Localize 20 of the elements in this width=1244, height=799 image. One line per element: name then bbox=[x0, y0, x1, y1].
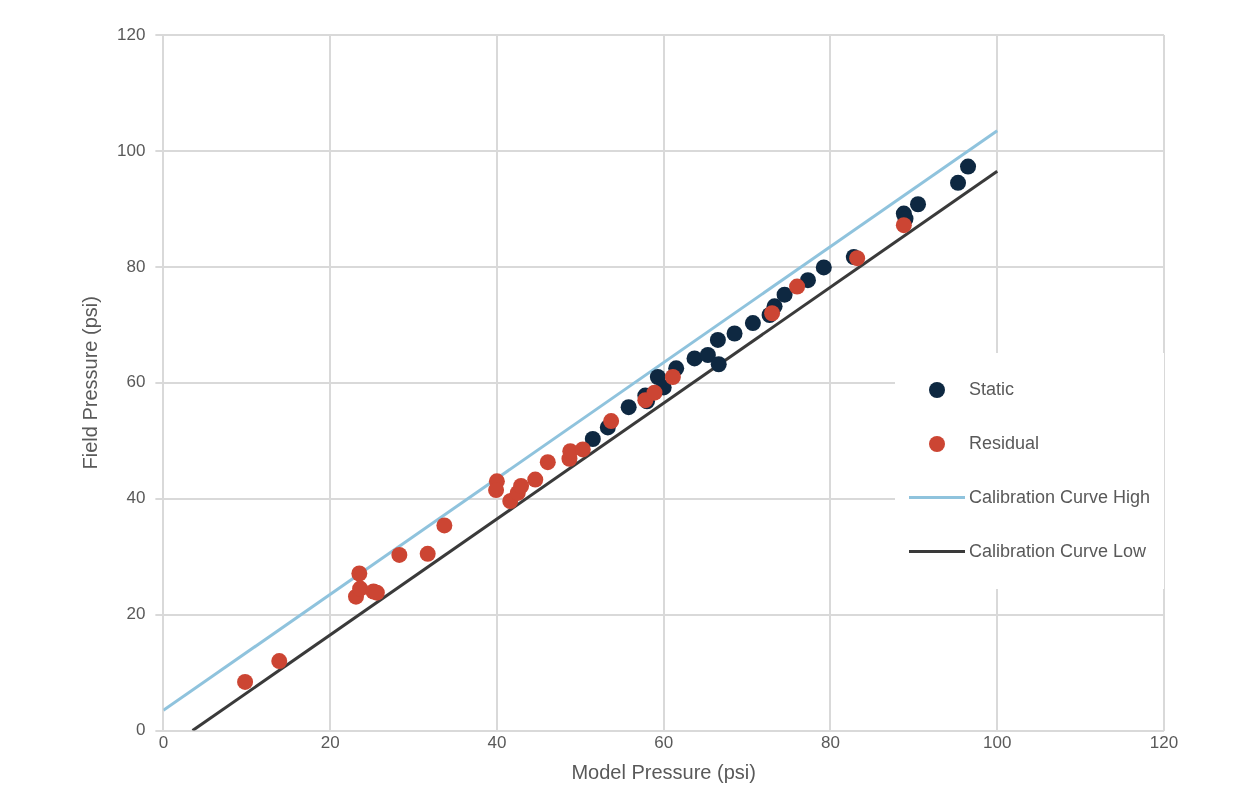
y-tick-label: 0 bbox=[135, 720, 146, 740]
x-tick-label: 120 bbox=[1149, 733, 1179, 753]
y-axis-title: Field Pressure (psi) bbox=[78, 296, 101, 470]
legend-label: Calibration Curve High bbox=[968, 487, 1150, 509]
x-tick-label: 0 bbox=[158, 733, 169, 753]
y-tick-label: 40 bbox=[126, 488, 146, 508]
y-tick-label: 80 bbox=[126, 256, 146, 276]
x-tick-label: 20 bbox=[320, 733, 340, 753]
x-axis-title: Model Pressure (psi) bbox=[571, 760, 756, 783]
x-tick-label: 40 bbox=[487, 733, 507, 753]
y-tick-label: 100 bbox=[116, 140, 146, 160]
y-tick-label: 20 bbox=[126, 604, 146, 624]
x-tick-label: 60 bbox=[654, 733, 674, 753]
x-tick-label: 80 bbox=[820, 733, 840, 753]
y-tick-label: 60 bbox=[126, 372, 146, 392]
legend-label: Calibration Curve Low bbox=[968, 541, 1146, 563]
legend-label: Static bbox=[968, 379, 1014, 401]
x-tick-label: 100 bbox=[983, 733, 1012, 753]
legend-label: Residual bbox=[968, 433, 1039, 455]
y-tick-label: 120 bbox=[116, 24, 146, 44]
